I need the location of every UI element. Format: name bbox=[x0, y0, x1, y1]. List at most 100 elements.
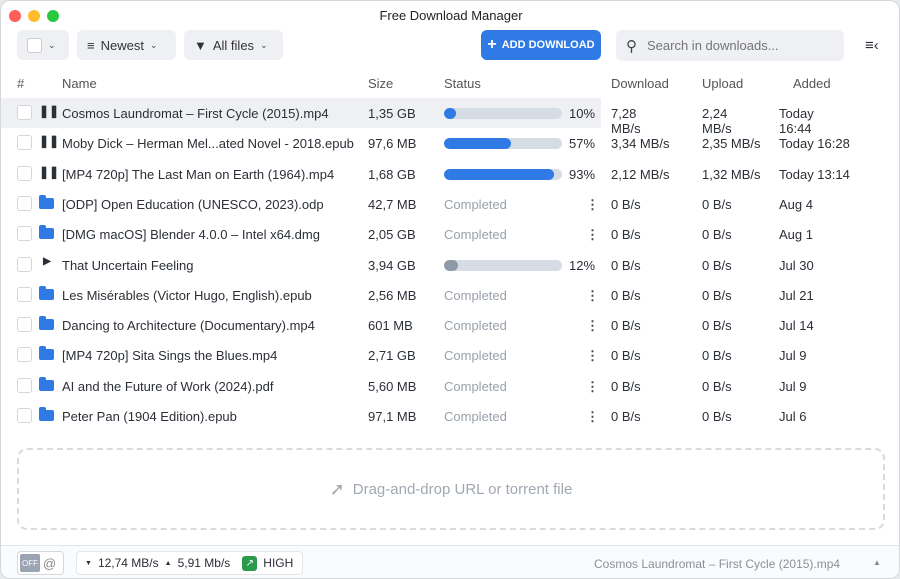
download-row[interactable]: Dancing to Architecture (Documentary).mp… bbox=[1, 310, 899, 340]
download-row[interactable]: AI and the Future of Work (2024).pdf 5,6… bbox=[1, 371, 899, 401]
search-box[interactable]: ⚲ bbox=[616, 30, 844, 61]
row-checkbox[interactable] bbox=[17, 408, 32, 423]
row-checkbox[interactable] bbox=[17, 165, 32, 181]
filter-icon: ▼ bbox=[194, 37, 207, 53]
column-header-download[interactable]: Download bbox=[611, 76, 669, 91]
download-row[interactable]: Les Misérables (Victor Hugo, English).ep… bbox=[1, 280, 899, 310]
snail-mode-toggle[interactable]: OFF @ bbox=[17, 551, 64, 575]
added-date: Jul 9 bbox=[779, 348, 807, 364]
expand-up-icon[interactable]: ▲ bbox=[873, 558, 881, 567]
window-title: Free Download Manager bbox=[379, 8, 523, 23]
row-checkbox[interactable] bbox=[17, 317, 32, 333]
row-checkbox[interactable] bbox=[17, 256, 32, 272]
row-checkbox[interactable] bbox=[17, 105, 32, 120]
pause-icon[interactable]: ❚❚ bbox=[39, 104, 60, 118]
download-speed: 0 B/s bbox=[611, 257, 641, 273]
file-size: 601 MB bbox=[368, 318, 413, 334]
download-speed: 0 B/s bbox=[611, 196, 641, 212]
status-completed: Completed bbox=[444, 227, 507, 243]
play-icon[interactable]: ▶ bbox=[43, 255, 51, 267]
file-size: 5,60 MB bbox=[368, 378, 417, 394]
row-checkbox[interactable] bbox=[17, 377, 32, 393]
column-header-size[interactable]: Size bbox=[368, 76, 394, 91]
total-download-speed: 12,74 MB/s bbox=[97, 556, 159, 570]
file-name: That Uncertain Feeling bbox=[62, 257, 194, 273]
folder-icon[interactable] bbox=[39, 285, 54, 300]
column-header-upload[interactable]: Upload bbox=[702, 76, 744, 91]
file-size: 97,1 MB bbox=[368, 409, 417, 424]
download-row[interactable]: [ODP] Open Education (UNESCO, 2023).odp … bbox=[1, 189, 899, 219]
file-name: AI and the Future of Work (2024).pdf bbox=[62, 378, 274, 394]
progress-bar bbox=[444, 168, 562, 180]
row-checkbox[interactable] bbox=[17, 347, 32, 363]
more-options-icon[interactable]: ⋮ bbox=[586, 196, 599, 212]
search-icon: ⚲ bbox=[626, 37, 637, 55]
row-checkbox[interactable] bbox=[17, 226, 32, 242]
status-completed: Completed bbox=[444, 378, 507, 394]
folder-icon[interactable] bbox=[39, 407, 54, 421]
more-options-icon[interactable]: ⋮ bbox=[586, 318, 599, 334]
column-header-status[interactable]: Status bbox=[444, 76, 481, 91]
download-row[interactable]: [DMG macOS] Blender 4.0.0 – Intel x64.dm… bbox=[1, 219, 899, 249]
row-checkbox[interactable] bbox=[17, 195, 32, 211]
trend-up-icon: ↗ bbox=[242, 555, 258, 571]
file-size: 42,7 MB bbox=[368, 196, 417, 212]
progress-percent: 57% bbox=[569, 136, 596, 152]
pause-icon[interactable]: ❚❚ bbox=[39, 164, 60, 179]
select-all-checkbox[interactable] bbox=[27, 37, 42, 53]
more-options-icon[interactable]: ⋮ bbox=[586, 409, 599, 424]
progress-fill bbox=[444, 259, 459, 271]
add-download-button[interactable]: + ADD DOWNLOAD bbox=[481, 30, 601, 60]
drop-zone[interactable]: ➚ Drag-and-drop URL or torrent file bbox=[17, 448, 885, 530]
row-checkbox[interactable] bbox=[17, 286, 32, 302]
minimize-window-button[interactable] bbox=[28, 10, 40, 22]
file-name: Les Misérables (Victor Hugo, English).ep… bbox=[62, 287, 312, 303]
add-download-label: ADD DOWNLOAD bbox=[501, 39, 595, 51]
more-options-icon[interactable]: ⋮ bbox=[586, 378, 599, 394]
download-row[interactable]: ❚❚ Moby Dick – Herman Mel...ated Novel -… bbox=[1, 128, 899, 158]
menu-icon[interactable]: ≡‹ bbox=[865, 37, 879, 54]
file-name: Cosmos Laundromat – First Cycle (2015).m… bbox=[62, 106, 329, 121]
download-row[interactable]: ▶ That Uncertain Feeling 3,94 GB 12% 0 B/… bbox=[1, 250, 899, 280]
more-options-icon[interactable]: ⋮ bbox=[586, 348, 599, 364]
more-options-icon[interactable]: ⋮ bbox=[586, 227, 599, 243]
progress-percent: 93% bbox=[569, 166, 596, 182]
download-row[interactable]: Peter Pan (1904 Edition).epub 97,1 MB Com… bbox=[1, 401, 899, 431]
select-all-dropdown[interactable]: ⌄ bbox=[17, 30, 69, 60]
row-checkbox[interactable] bbox=[17, 135, 32, 151]
download-row[interactable]: ❚❚ [MP4 720p] The Last Man on Earth (196… bbox=[1, 159, 899, 189]
upload-speed: 0 B/s bbox=[702, 348, 732, 364]
search-input[interactable] bbox=[647, 38, 827, 53]
current-download-name[interactable]: Cosmos Laundromat – First Cycle (2015).m… bbox=[594, 557, 841, 571]
speed-mode-button[interactable]: ▼ 12,74 MB/s ▲ 5,91 Mb/s ↗ HIGH bbox=[76, 551, 303, 575]
folder-icon[interactable] bbox=[39, 346, 54, 361]
sort-dropdown[interactable]: ≡ Newest ⌄ bbox=[77, 30, 176, 60]
status-completed: Completed bbox=[444, 409, 507, 424]
file-name: Moby Dick – Herman Mel...ated Novel - 20… bbox=[62, 136, 354, 152]
file-name: Peter Pan (1904 Edition).epub bbox=[62, 409, 237, 424]
progress-bar bbox=[444, 108, 562, 119]
download-row[interactable]: ❚❚ Cosmos Laundromat – First Cycle (2015… bbox=[1, 98, 814, 136]
download-speed: 0 B/s bbox=[611, 287, 641, 303]
progress-fill bbox=[444, 168, 554, 180]
more-options-icon[interactable]: ⋮ bbox=[586, 287, 599, 303]
file-name: [MP4 720p] Sita Sings the Blues.mp4 bbox=[62, 348, 278, 364]
folder-icon[interactable] bbox=[39, 316, 54, 331]
upload-speed: 0 B/s bbox=[702, 287, 732, 303]
close-window-button[interactable] bbox=[9, 10, 21, 22]
folder-icon[interactable] bbox=[39, 194, 54, 209]
column-header-name[interactable]: Name bbox=[62, 76, 97, 91]
maximize-window-button[interactable] bbox=[47, 10, 59, 22]
folder-icon[interactable] bbox=[39, 376, 54, 391]
added-date: Jul 9 bbox=[779, 378, 807, 394]
pause-icon[interactable]: ❚❚ bbox=[39, 134, 60, 149]
drop-zone-label: Drag-and-drop URL or torrent file bbox=[352, 480, 573, 498]
filter-dropdown[interactable]: ▼ All files ⌄ bbox=[184, 30, 283, 60]
download-speed: 0 B/s bbox=[611, 318, 641, 334]
snail-icon: @ bbox=[43, 555, 57, 571]
folder-icon[interactable] bbox=[39, 225, 54, 240]
chevron-down-icon: ⌄ bbox=[48, 39, 56, 50]
column-header-added[interactable]: Added bbox=[793, 76, 831, 91]
download-row[interactable]: [MP4 720p] Sita Sings the Blues.mp4 2,71… bbox=[1, 340, 899, 370]
